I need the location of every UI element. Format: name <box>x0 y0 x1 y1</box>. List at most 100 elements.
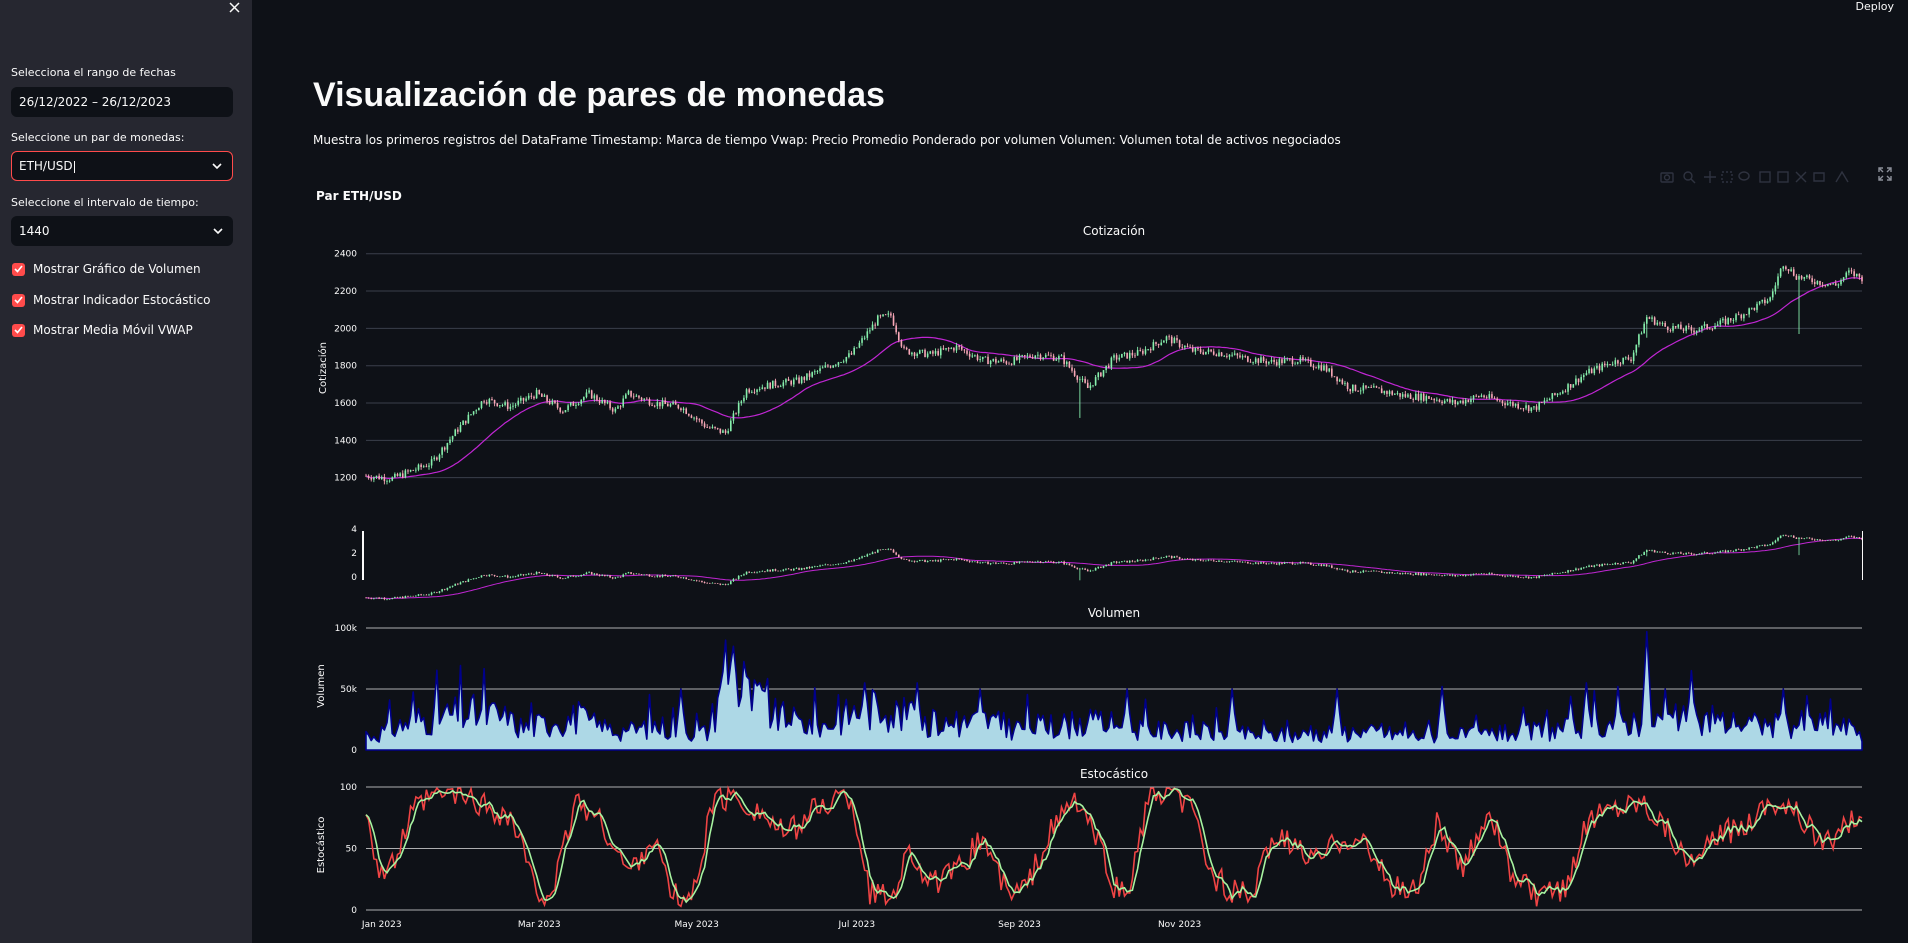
price-candle <box>1134 355 1136 357</box>
date-range-input[interactable]: 26/12/2022 – 26/12/2023 <box>11 87 233 117</box>
price-candle <box>1606 364 1609 366</box>
mini-candle <box>1645 550 1648 553</box>
mini-candle <box>394 597 396 599</box>
rangeslider-right-handle[interactable] <box>1862 531 1863 580</box>
interval-select[interactable]: 1440 <box>11 216 233 246</box>
x-tick-label: May 2023 <box>675 920 719 930</box>
mini-candle <box>1808 537 1811 539</box>
zoom-out-icon[interactable] <box>1777 171 1789 183</box>
price-candle <box>1270 359 1273 362</box>
mini-candle <box>1722 550 1724 552</box>
mini-candle <box>1310 562 1312 565</box>
mini-candle <box>583 574 585 575</box>
mini-candle <box>1729 550 1732 552</box>
lasso-icon[interactable] <box>1738 171 1750 181</box>
price-candle <box>1509 402 1512 404</box>
price-candle <box>365 475 367 477</box>
mini-candle <box>1191 559 1194 561</box>
deploy-button[interactable]: Deploy <box>1855 0 1894 13</box>
price-candle <box>824 365 827 368</box>
price-candle <box>609 402 611 409</box>
price-candle <box>1252 362 1254 364</box>
interval-label: Seleccione el intervalo de tiempo: <box>11 196 199 209</box>
price-candle <box>945 348 947 350</box>
price-candle <box>774 380 777 387</box>
price-candle <box>430 459 433 466</box>
mini-candle <box>861 556 863 558</box>
price-candle <box>491 399 493 400</box>
mini-candle <box>1270 562 1273 564</box>
fullscreen-button[interactable] <box>1876 165 1894 183</box>
price-candle <box>462 420 464 425</box>
checkbox-vwap[interactable]: Mostrar Media Móvil VWAP <box>12 322 193 338</box>
price-candle <box>1013 357 1016 365</box>
price-candle <box>808 373 811 377</box>
mini-candle <box>995 562 997 564</box>
rangeslider-left-handle[interactable] <box>362 531 364 580</box>
autoscale-icon[interactable] <box>1795 171 1807 183</box>
price-candle <box>905 347 908 350</box>
price-candle <box>1653 317 1656 325</box>
pan-icon[interactable] <box>1704 171 1716 183</box>
price-candle <box>459 424 462 432</box>
mini-candle <box>1687 552 1690 554</box>
mini-candle <box>590 572 593 575</box>
checkbox-stochastic[interactable]: Mostrar Indicador Estocástico <box>12 292 211 308</box>
mini-candle <box>979 562 981 564</box>
mini-candle <box>464 581 467 582</box>
price-candle <box>989 360 992 365</box>
price-candle <box>1451 400 1454 403</box>
mini-candle <box>824 564 827 566</box>
mini-candle <box>1018 561 1021 563</box>
pair-select[interactable]: ETH/USD <box>11 151 233 181</box>
mini-candle <box>1273 562 1275 564</box>
plotly-chart[interactable]: Cotización Cotización 120014001600180020… <box>252 170 1882 943</box>
price-candle <box>651 404 653 406</box>
price-candle <box>659 402 661 407</box>
price-candle <box>701 419 703 424</box>
price-title: Cotización <box>1083 224 1145 238</box>
price-candle <box>680 408 682 411</box>
zoom-in-icon[interactable] <box>1759 171 1771 183</box>
close-sidebar-button[interactable] <box>226 0 242 16</box>
box-select-icon[interactable] <box>1721 171 1733 183</box>
price-candle <box>1677 324 1680 328</box>
price-candle <box>646 398 648 400</box>
price-candle <box>1530 407 1533 412</box>
mini-candle <box>1325 564 1328 567</box>
mini-candle <box>976 561 979 563</box>
mini-candle <box>653 576 656 578</box>
price-candle <box>785 379 787 383</box>
price-candle <box>1627 357 1630 360</box>
mini-candle <box>737 575 740 579</box>
mini-candle <box>840 563 842 565</box>
price-candle <box>1567 384 1569 392</box>
mini-candle <box>806 566 808 569</box>
volume-ytick-label: 100k <box>335 624 358 634</box>
camera-icon[interactable] <box>1660 172 1674 183</box>
mini-candle <box>1737 549 1740 550</box>
price-candle <box>1769 297 1771 301</box>
price-candle <box>483 401 485 403</box>
reset-axes-icon[interactable] <box>1813 172 1825 182</box>
price-candle <box>1412 398 1415 400</box>
mini-candle <box>984 561 987 563</box>
mini-candle <box>1202 560 1205 562</box>
mini-candle <box>1779 535 1782 538</box>
mini-candle <box>832 564 834 566</box>
price-candle <box>1750 307 1753 309</box>
zoom-icon[interactable] <box>1683 171 1696 184</box>
price-candle <box>1443 400 1446 404</box>
price-candle <box>693 417 695 419</box>
price-candle <box>1853 271 1855 276</box>
price-candle <box>1580 377 1582 383</box>
price-candle <box>417 464 420 470</box>
mini-candle <box>1572 570 1575 572</box>
plotly-logo-icon[interactable] <box>1835 170 1849 183</box>
price-candle <box>480 401 483 408</box>
price-candle <box>1029 355 1031 358</box>
mini-candle <box>1304 562 1307 564</box>
checkbox-volume[interactable]: Mostrar Gráfico de Volumen <box>12 261 201 277</box>
price-candle <box>1388 391 1391 394</box>
mini-candle <box>1136 559 1139 562</box>
